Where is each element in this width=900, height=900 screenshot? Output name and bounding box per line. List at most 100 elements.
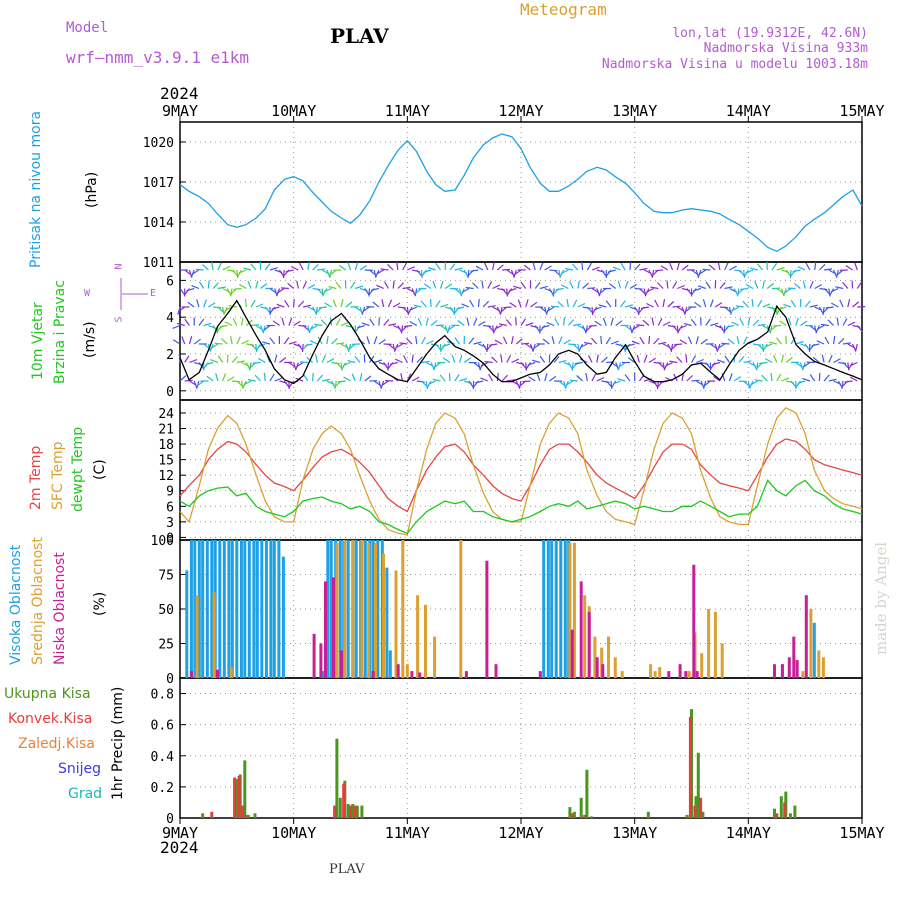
wind-arrow bbox=[395, 343, 403, 349]
wind-arrow bbox=[302, 280, 308, 289]
wind-arrow bbox=[536, 373, 541, 382]
wind-arrow bbox=[757, 263, 764, 271]
wind-arrow bbox=[771, 306, 778, 314]
time-tick-label-bottom: 15MAY bbox=[839, 824, 884, 842]
wind-arrow bbox=[421, 269, 427, 277]
wind-arrow bbox=[639, 336, 645, 345]
bar-2 bbox=[210, 811, 214, 818]
wind-arrow bbox=[381, 380, 389, 386]
wind-arrow bbox=[392, 280, 395, 289]
y-tick-label: 1011 bbox=[143, 256, 174, 271]
wind-arrow bbox=[402, 306, 409, 314]
bar-3 bbox=[692, 564, 696, 678]
y-tick-label: 0 bbox=[166, 812, 174, 827]
wind-arrow bbox=[284, 299, 290, 308]
year-bottom: 2024 bbox=[160, 838, 199, 857]
y-tick-label: 1017 bbox=[143, 176, 174, 191]
wind-arrow bbox=[691, 288, 697, 296]
wind-arrow bbox=[207, 280, 210, 289]
wind-arrow bbox=[271, 306, 280, 310]
wind-arrow bbox=[214, 342, 223, 345]
wind-arrow bbox=[494, 339, 503, 345]
wind-arrow bbox=[515, 380, 521, 389]
wind-arrow bbox=[842, 282, 849, 289]
wind-arrow bbox=[842, 342, 852, 345]
wind-arrow bbox=[672, 325, 679, 332]
wind-arrow bbox=[809, 374, 816, 382]
wind-arrow bbox=[629, 261, 632, 271]
wind-arrow bbox=[335, 281, 342, 289]
bar-1 bbox=[205, 540, 209, 678]
wind-arrow bbox=[632, 324, 640, 331]
bar-1 bbox=[230, 540, 234, 678]
wind-arrow bbox=[179, 288, 186, 296]
bar-3 bbox=[371, 671, 375, 678]
wind-arrow bbox=[269, 337, 276, 345]
bar-3 bbox=[216, 669, 219, 678]
wind-arrow bbox=[184, 318, 190, 326]
wind-arrow bbox=[703, 380, 711, 387]
wind-arrow bbox=[491, 262, 495, 271]
wind-arrow bbox=[501, 374, 509, 382]
wind-arrow bbox=[310, 324, 318, 330]
wind-arrow bbox=[427, 266, 436, 271]
bar-1 bbox=[235, 779, 239, 818]
wind-arrow bbox=[369, 318, 375, 326]
wind-arrow bbox=[735, 305, 744, 308]
wind-arrow bbox=[648, 335, 651, 345]
wind-arrow bbox=[685, 354, 688, 363]
wind-arrow bbox=[364, 375, 372, 382]
wind-arrow bbox=[651, 317, 655, 326]
wind-arrow bbox=[184, 379, 193, 382]
wind-arrow bbox=[277, 287, 285, 294]
wind-arrow bbox=[669, 262, 674, 271]
wind-arrow bbox=[854, 262, 858, 271]
wind-arrow bbox=[797, 266, 806, 271]
wind-arrow bbox=[262, 341, 271, 345]
wind-arrow bbox=[215, 373, 219, 382]
wind-arrow bbox=[399, 342, 408, 345]
wind-arrow bbox=[255, 280, 259, 289]
wind-arrow bbox=[819, 287, 828, 291]
bar-1 bbox=[269, 540, 273, 678]
wind-arrow bbox=[752, 319, 760, 326]
wind-arrow bbox=[423, 269, 432, 274]
wind-arrow bbox=[465, 286, 474, 290]
wind-arrow bbox=[792, 269, 801, 273]
wind-arrow bbox=[590, 337, 598, 345]
bar-3 bbox=[787, 657, 791, 678]
wind-arrow bbox=[250, 324, 260, 327]
wind-arrow bbox=[447, 325, 456, 331]
wind-arrow bbox=[728, 373, 733, 382]
wind-arrow bbox=[244, 298, 247, 308]
wind-arrow bbox=[250, 343, 257, 351]
wind-arrow bbox=[572, 299, 578, 308]
wind-arrow bbox=[195, 268, 204, 271]
bar-1 bbox=[239, 540, 243, 678]
bar-1 bbox=[197, 540, 201, 678]
wind-arrow bbox=[780, 354, 784, 363]
wind-arrow bbox=[773, 354, 778, 363]
bar-2 bbox=[775, 813, 779, 818]
wind-arrow bbox=[812, 356, 820, 363]
wind-arrow bbox=[657, 380, 659, 390]
wind-arrow bbox=[601, 380, 610, 384]
wind-arrow bbox=[230, 288, 233, 297]
wind-arrow bbox=[402, 262, 408, 271]
wind-arrow bbox=[487, 325, 495, 332]
wind-arrow bbox=[444, 283, 453, 289]
wind-arrow bbox=[378, 339, 386, 345]
wind-arrow bbox=[847, 299, 851, 308]
wind-arrow bbox=[762, 303, 771, 308]
wind-arrow bbox=[203, 299, 208, 308]
wind-arrow bbox=[549, 375, 557, 382]
wind-arrow bbox=[321, 354, 327, 363]
wind-arrow bbox=[768, 341, 777, 345]
wind-arrow bbox=[496, 373, 499, 382]
wind-arrow bbox=[404, 324, 413, 328]
wind-arrow bbox=[381, 299, 385, 308]
wind-arrow bbox=[233, 287, 242, 290]
wind-arrow bbox=[842, 362, 850, 369]
time-tick-label-top: 14MAY bbox=[726, 102, 771, 120]
bar-2 bbox=[343, 540, 347, 678]
